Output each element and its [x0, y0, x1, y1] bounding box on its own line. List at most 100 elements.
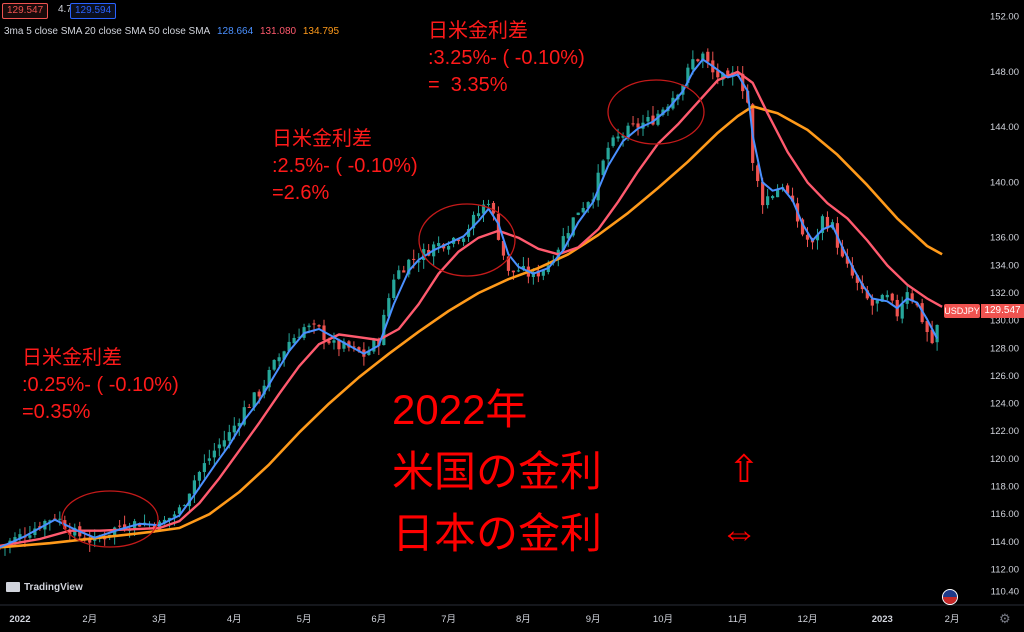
- rate-diff-annotation-2: 日米金利差 :2.5%- ( -0.10%) =2.6%: [272, 128, 418, 204]
- candle-body: [890, 293, 894, 301]
- price-tick-label: 128.00: [990, 343, 1019, 354]
- candle-body: [785, 185, 790, 194]
- candle-body: [197, 472, 201, 481]
- candle-body: [397, 270, 401, 279]
- spread-value: 4.7: [58, 4, 72, 15]
- time-tick-label: 3月: [152, 614, 167, 625]
- candle-body: [511, 270, 516, 273]
- candle-body: [242, 407, 246, 425]
- candle-body: [297, 336, 301, 338]
- candle-body: [636, 123, 640, 128]
- candle-body: [481, 204, 486, 214]
- candle-body: [875, 300, 879, 304]
- ask-price-pill[interactable]: 129.594: [70, 3, 117, 19]
- candle-body: [646, 116, 650, 122]
- candle-body: [626, 125, 630, 138]
- candle-body: [282, 351, 286, 360]
- time-tick-label: 7月: [441, 614, 456, 625]
- candle-body: [177, 507, 182, 514]
- candle-body: [357, 347, 361, 352]
- candle-body: [566, 233, 570, 239]
- candle-body: [696, 59, 700, 62]
- candle-body: [327, 340, 331, 344]
- candle-body: [516, 270, 520, 272]
- gear-icon[interactable]: ⚙: [999, 611, 1011, 626]
- legend-header: 129.547 4.7 129.594 3ma 5 close SMA 20 c…: [0, 0, 400, 40]
- candle-body: [726, 70, 730, 76]
- candle-body: [870, 298, 874, 306]
- candle-body: [207, 458, 211, 461]
- sma5-line: [0, 58, 938, 549]
- candle-body: [561, 236, 565, 251]
- candle-body: [167, 517, 172, 521]
- candle-body: [192, 480, 196, 495]
- price-tick-label: 126.00: [990, 371, 1019, 382]
- candle-body: [187, 493, 192, 507]
- time-tick-label: 12月: [797, 614, 817, 625]
- consolidation-circle-3: [607, 79, 705, 145]
- sma50-value: 134.795: [302, 26, 340, 37]
- candle-body: [28, 535, 32, 538]
- candle-body: [312, 323, 316, 325]
- time-tick-label: 5月: [297, 614, 312, 625]
- price-tick-label: 124.00: [990, 399, 1019, 410]
- candle-body: [232, 425, 236, 433]
- candle-body: [88, 539, 92, 543]
- candle-body: [277, 357, 281, 362]
- price-tick-label: 114.00: [991, 537, 1019, 548]
- candle-body: [237, 422, 241, 427]
- us-rate-heading: 米国の金利: [392, 448, 603, 495]
- candle-body: [706, 51, 710, 62]
- candle-body: [930, 329, 934, 344]
- candle-body: [118, 525, 122, 527]
- candle-body: [616, 136, 620, 139]
- candle-body: [447, 246, 451, 250]
- candle-body: [137, 523, 142, 527]
- time-tick-label: 2023: [872, 614, 893, 625]
- candle-body: [865, 290, 869, 299]
- candle-body: [18, 534, 22, 539]
- price-tick-label: 110.40: [991, 587, 1019, 598]
- candle-body: [68, 529, 72, 535]
- candle-body: [815, 234, 820, 241]
- indicator-legend[interactable]: 3ma 5 close SMA 20 close SMA 50 close SM…: [4, 26, 343, 37]
- candle-body: [437, 242, 441, 247]
- price-tick-label: 130.00: [990, 316, 1019, 327]
- candle-body: [691, 59, 695, 70]
- candle-body: [606, 147, 610, 160]
- candle-body: [880, 294, 884, 302]
- candle-body: [157, 521, 162, 532]
- price-tick-label: 118.00: [991, 482, 1019, 493]
- candle-body: [422, 249, 426, 261]
- candle-body: [412, 258, 416, 260]
- candle-body: [541, 270, 545, 276]
- us-flag-icon[interactable]: [942, 589, 958, 605]
- candle-body: [372, 340, 376, 352]
- candle-body: [252, 392, 256, 408]
- candle-body: [571, 217, 575, 236]
- candle-body: [756, 165, 760, 182]
- candle-body: [586, 202, 590, 209]
- candle-body: [656, 113, 660, 125]
- candle-body: [716, 70, 720, 78]
- candle-body: [855, 275, 859, 283]
- candle-body: [805, 234, 810, 240]
- bid-price-pill[interactable]: 129.547: [2, 3, 49, 19]
- time-tick-label: 2月: [945, 614, 960, 625]
- rate-diff-annotation-1: 日米金利差 :0.25%- ( -0.10%) =0.35%: [22, 347, 179, 423]
- candle-body: [172, 514, 177, 517]
- annotation-circles: [61, 79, 705, 548]
- candle-body: [776, 189, 780, 198]
- candle-body: [885, 294, 889, 298]
- candle-body: [820, 216, 825, 233]
- candle-body: [466, 229, 471, 237]
- candle-body: [417, 261, 421, 263]
- candle-body: [825, 216, 830, 229]
- candle-body: [461, 238, 466, 242]
- candle-body: [850, 265, 854, 276]
- candle-body: [536, 270, 540, 277]
- candle-body: [596, 172, 600, 201]
- tradingview-logo[interactable]: TradingView: [6, 582, 83, 593]
